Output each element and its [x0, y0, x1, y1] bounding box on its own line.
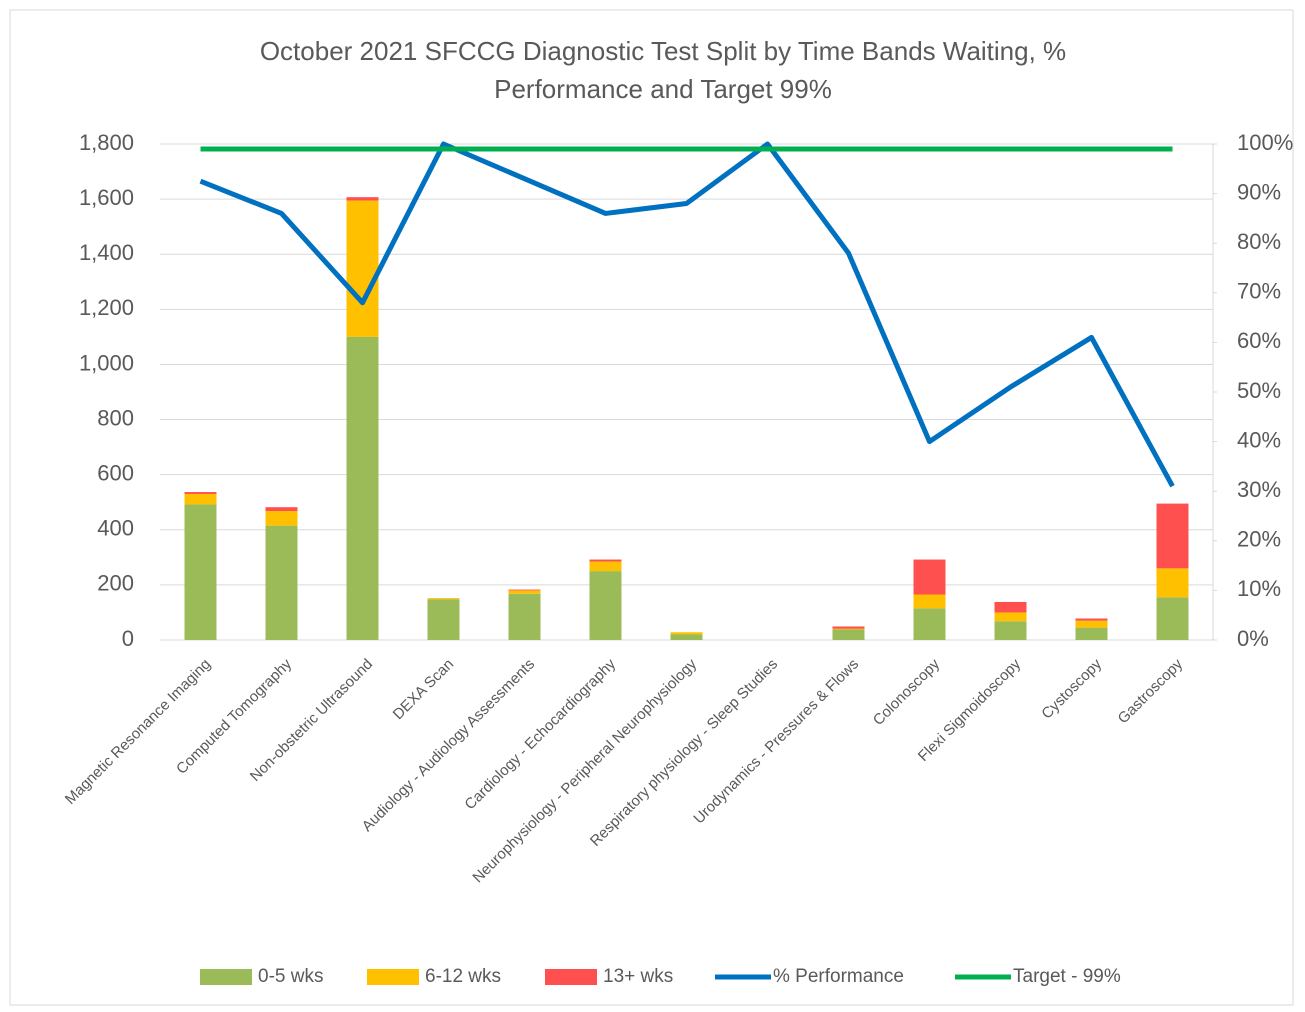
x-tick-label: Gastroscopy: [1115, 655, 1187, 727]
bar-segment: [670, 634, 703, 640]
bar-segment: [913, 608, 946, 640]
bar-segment: [427, 598, 460, 600]
bar-segment: [589, 559, 622, 562]
legend-label: % Performance: [773, 966, 904, 987]
y2-tick-label: 100%: [1237, 130, 1293, 155]
y-tick-label: 1,800: [79, 130, 134, 155]
bar-segment: [184, 493, 217, 505]
bar-segment: [265, 525, 298, 640]
x-tick-label: Audiology - Audiology Assessments: [359, 656, 538, 835]
y2-tick-label: 20%: [1237, 527, 1281, 552]
bar-segment: [265, 507, 298, 512]
bar-segment: [265, 511, 298, 526]
bar-segment: [832, 626, 865, 629]
legend-swatch: [200, 969, 252, 985]
y-tick-label: 0: [122, 626, 134, 651]
y-tick-label: 1,000: [79, 350, 134, 375]
legend-label: 0-5 wks: [258, 966, 323, 987]
line-series: [199, 141, 1175, 488]
y2-tick-label: 0%: [1237, 626, 1269, 651]
bar-segment: [427, 599, 460, 640]
y2-tick-label: 90%: [1237, 179, 1281, 204]
y-tick-label: 200: [97, 571, 134, 596]
y2-tick-label: 80%: [1237, 229, 1281, 254]
bar-segment: [913, 594, 946, 609]
bar-segment: [1156, 597, 1189, 640]
bar-segment: [346, 336, 379, 640]
bar-segment: [589, 571, 622, 640]
x-tick-label: Magnetic Resonance Imaging: [62, 656, 214, 808]
chart-title: October 2021 SFCCG Diagnostic Test Split…: [259, 36, 1067, 104]
bar-segment: [1156, 503, 1189, 569]
bar-segment: [1156, 568, 1189, 598]
y2-tick-label: 60%: [1237, 328, 1281, 353]
y2-tick-label: 10%: [1237, 576, 1281, 601]
y-tick-label: 600: [97, 460, 134, 485]
bar-segment: [994, 601, 1027, 613]
y2-tick-label: 50%: [1237, 378, 1281, 403]
bar-segment: [346, 197, 379, 201]
legend-label: Target - 99%: [1013, 966, 1121, 987]
legend-label: 6-12 wks: [425, 966, 501, 987]
bar-segment: [184, 504, 217, 640]
x-tick-label: Cardiology - Echocardiography: [461, 655, 619, 813]
y-tick-label: 400: [97, 516, 134, 541]
y2-tick-label: 40%: [1237, 427, 1281, 452]
y-tick-label: 1,600: [79, 185, 134, 210]
bar-segment: [913, 559, 946, 595]
legend-swatch: [367, 969, 419, 985]
bar-segment: [994, 621, 1027, 640]
x-tick-label: Urodynamics - Pressures & Flows: [690, 656, 862, 828]
bar-segment: [508, 593, 541, 640]
x-tick-label: DEXA Scan: [390, 656, 457, 723]
bar-segment: [832, 628, 865, 630]
bar-segment: [184, 492, 217, 494]
x-tick-label: Cystoscopy: [1038, 655, 1105, 722]
legend-label: 13+ wks: [603, 966, 673, 987]
y-tick-label: 1,400: [79, 240, 134, 265]
y2-tick-label: 30%: [1237, 477, 1281, 502]
chart-border: [9, 9, 1294, 1006]
bar-segment: [1075, 620, 1108, 628]
bar-segment: [994, 612, 1027, 622]
bar-segment: [670, 632, 703, 635]
bar-segment: [508, 590, 541, 594]
bar-segment: [1075, 627, 1108, 640]
legend-swatch: [545, 969, 597, 985]
bar-segment: [1075, 618, 1108, 621]
bar-segment: [508, 589, 541, 591]
bar-segment: [832, 629, 865, 640]
x-tick-label: Colonoscopy: [870, 655, 944, 729]
bar-segment: [589, 561, 622, 572]
bar-segment: [346, 200, 379, 337]
y2-tick-label: 70%: [1237, 279, 1281, 304]
y-tick-label: 800: [97, 405, 134, 430]
y-tick-label: 1,200: [79, 295, 134, 320]
